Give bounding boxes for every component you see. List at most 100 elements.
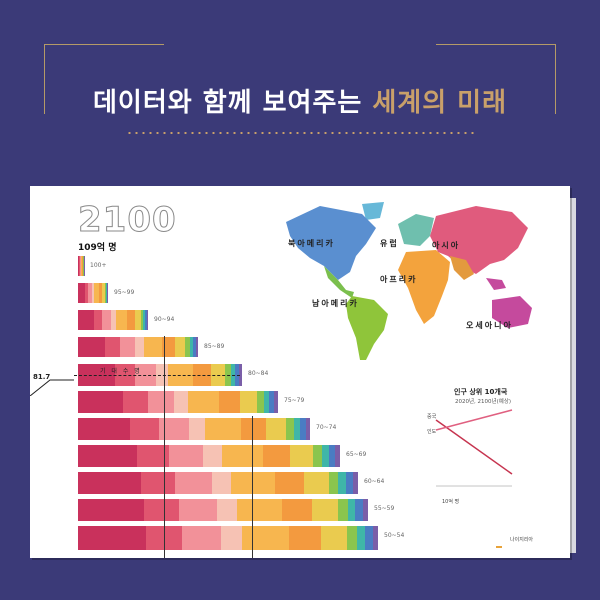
page-title: 데이터와 함께 보여주는 세계의 미래: [0, 82, 600, 119]
map-south-america: [346, 296, 388, 360]
region-label-south-america: 남아메리카: [312, 299, 359, 308]
ranking-title: 인구 상위 10개국: [454, 388, 508, 396]
bar-segment: [328, 445, 336, 467]
bar-segment: [143, 310, 145, 330]
region-label-europe: 유럽: [380, 239, 399, 248]
ranking-footnote: 나이지리아: [510, 537, 534, 543]
bar-segment: [140, 310, 144, 330]
pyramid-bar: [78, 310, 148, 330]
map-africa: [398, 250, 450, 324]
region-label-north-america: 북아메리카: [288, 239, 335, 248]
ranking-footnote-mark: [496, 546, 502, 548]
bar-segment: [104, 283, 106, 303]
bar-segment: [231, 472, 276, 494]
bar-segment: [105, 283, 107, 303]
region-label-oceania: 오세아니아: [466, 321, 513, 330]
population-label: 109억 명: [78, 243, 117, 253]
bar-segment: [119, 337, 136, 357]
bar-segment: [221, 445, 263, 467]
bar-segment: [111, 310, 117, 330]
bar-segment: [82, 256, 83, 276]
bar-segment: [182, 526, 222, 550]
bar-segment: [345, 472, 354, 494]
bar-segment: [105, 337, 120, 357]
age-label: 55~59: [374, 505, 395, 512]
map-oceania: [492, 296, 532, 328]
bar-segment: [102, 283, 105, 303]
bar-segment: [162, 337, 175, 357]
bar-segment: [147, 391, 174, 413]
life-expectancy-label: 기 대 수 명: [100, 368, 142, 375]
bar-segment: [264, 391, 270, 413]
bar-segment: [107, 283, 108, 303]
map-north-america: [286, 206, 376, 280]
pyramid-bar: [78, 337, 198, 357]
bar-segment: [236, 499, 283, 521]
bar-segment: [293, 418, 300, 440]
life-expectancy-arrow: [30, 379, 74, 396]
bar-segment: [312, 445, 322, 467]
region-label-africa: 아프리카: [380, 275, 418, 284]
frame-top-left: [44, 44, 164, 45]
bar-segment: [275, 472, 305, 494]
age-label: 95~99: [114, 289, 135, 296]
bar-segment: [241, 418, 266, 440]
bar-segment: [305, 418, 310, 440]
map-europe: [398, 214, 434, 246]
bar-segment: [312, 499, 338, 521]
age-label: 60~64: [364, 478, 385, 485]
card-edge: [570, 198, 576, 553]
age-label: 70~74: [316, 424, 337, 431]
bar-segment: [78, 445, 138, 467]
bar-segment: [81, 256, 83, 276]
bar-segment: [189, 337, 193, 357]
bar-segment: [158, 418, 189, 440]
bar-segment: [78, 526, 146, 550]
ranking-india: 인도: [427, 429, 437, 435]
bar-segment: [127, 310, 135, 330]
bar-segment: [188, 418, 206, 440]
age-label: 85~89: [204, 343, 225, 350]
bar-segment: [141, 472, 176, 494]
frame-right: [555, 44, 556, 114]
bar-segment: [88, 283, 93, 303]
bar-segment: [372, 526, 378, 550]
year-label: 2100: [78, 200, 177, 241]
bar-segment: [218, 391, 240, 413]
bar-segment: [130, 418, 159, 440]
marker-line-2: [252, 416, 253, 558]
bar-segment: [299, 418, 306, 440]
age-label: 100+: [90, 262, 107, 269]
map-central-america: [324, 266, 354, 298]
bar-segment: [289, 526, 321, 550]
bar-segment: [78, 391, 124, 413]
age-label: 75~79: [284, 397, 305, 404]
bar-segment: [99, 283, 103, 303]
bar-segment: [328, 472, 339, 494]
bar-segment: [304, 472, 329, 494]
infographic-card: 2100 109억 명 100+ 95~99 90~94 85~89 80~84 75~7…: [30, 186, 570, 558]
bar-segment: [353, 472, 358, 494]
map-south-asia: [450, 256, 474, 280]
pyramid-bar: [78, 391, 278, 413]
bar-segment: [257, 391, 265, 413]
map-islands: [486, 278, 506, 290]
age-label: 80~84: [248, 370, 269, 377]
bar-segment: [362, 499, 368, 521]
ranking-lines: [435, 409, 513, 487]
bar-segment: [242, 526, 290, 550]
age-label: 65~69: [346, 451, 367, 458]
marker-line-1: [164, 336, 165, 558]
bar-segment: [203, 445, 222, 467]
bar-segment: [211, 472, 232, 494]
bar-segment: [355, 499, 363, 521]
pyramid-bar: [78, 472, 358, 494]
bar-segment: [135, 337, 144, 357]
bar-segment: [364, 526, 373, 550]
bar-segment: [123, 391, 148, 413]
bar-segment: [93, 310, 103, 330]
life-expectancy-line: [74, 375, 240, 376]
ranking-china: 중국: [427, 414, 437, 420]
bar-segment: [195, 337, 198, 357]
bar-segment: [78, 283, 85, 303]
